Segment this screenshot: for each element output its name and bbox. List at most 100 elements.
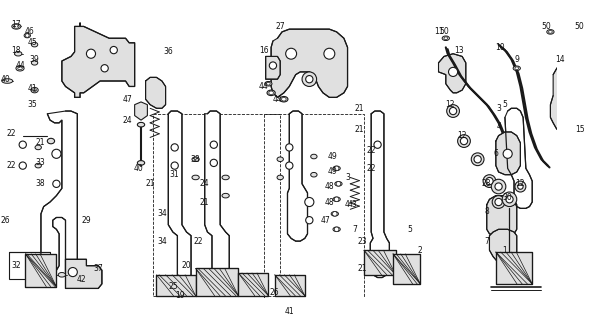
Circle shape [305,197,314,207]
Ellipse shape [35,163,42,168]
Ellipse shape [13,25,19,28]
Text: 48: 48 [324,197,334,206]
Polygon shape [496,132,520,175]
Bar [589,114,612,141]
Ellipse shape [311,154,317,159]
Polygon shape [487,196,517,236]
Text: 17: 17 [12,20,21,29]
Ellipse shape [47,138,54,144]
Circle shape [332,212,337,216]
Text: 19: 19 [175,291,185,300]
Text: 40: 40 [1,75,10,84]
Ellipse shape [547,30,554,34]
Text: 21: 21 [35,138,45,148]
Ellipse shape [222,193,230,198]
Polygon shape [393,254,420,284]
Text: 5: 5 [502,100,507,109]
Circle shape [483,175,496,188]
Text: 3: 3 [496,104,501,113]
Text: 33: 33 [35,158,45,167]
Bar [9,252,50,279]
Circle shape [515,181,526,192]
Text: 50: 50 [575,22,584,31]
Circle shape [305,217,313,224]
Circle shape [471,153,484,166]
Text: 15: 15 [576,125,585,134]
Text: 9: 9 [514,55,519,64]
Text: 43: 43 [348,200,358,209]
Text: 50: 50 [541,22,551,31]
Text: 25: 25 [168,282,177,291]
Ellipse shape [15,52,22,56]
Polygon shape [135,102,147,120]
Text: 50: 50 [439,28,449,36]
Text: 13: 13 [455,45,465,55]
Circle shape [324,48,335,59]
Ellipse shape [269,91,274,95]
Circle shape [210,141,217,148]
Text: 40: 40 [133,164,143,173]
Text: 3: 3 [345,173,350,182]
Text: 48: 48 [324,182,334,191]
Text: 27: 27 [275,22,285,31]
Circle shape [449,108,457,115]
Text: 34: 34 [157,209,167,218]
Ellipse shape [265,82,272,86]
Text: 11: 11 [434,28,443,36]
Text: 22: 22 [367,146,376,155]
Text: 18: 18 [12,45,21,55]
Text: 2: 2 [418,246,423,255]
Ellipse shape [267,90,275,96]
Bar [153,114,280,296]
Text: 42: 42 [77,275,87,284]
Circle shape [502,192,517,207]
Ellipse shape [192,157,200,162]
Text: 21: 21 [146,179,155,188]
Bar [264,114,364,298]
Ellipse shape [24,33,31,38]
Circle shape [286,48,297,59]
Circle shape [447,105,460,117]
Circle shape [101,65,108,72]
Text: 21: 21 [200,197,209,206]
Ellipse shape [577,30,584,34]
Circle shape [495,183,502,190]
Ellipse shape [267,82,271,85]
Text: 26: 26 [270,289,280,298]
Ellipse shape [31,42,38,47]
Circle shape [503,149,512,158]
Ellipse shape [444,37,447,40]
Text: 34: 34 [157,236,167,246]
Ellipse shape [2,79,13,83]
Polygon shape [550,61,584,129]
Circle shape [518,184,523,189]
Ellipse shape [18,67,22,70]
Text: 22: 22 [367,164,376,173]
Polygon shape [439,54,466,93]
Text: 37: 37 [94,264,103,273]
Text: 12: 12 [457,131,467,140]
Text: 4: 4 [345,200,350,209]
Circle shape [561,90,572,101]
Ellipse shape [137,161,144,165]
Text: 49: 49 [327,167,337,177]
Circle shape [286,162,293,169]
Polygon shape [370,111,389,277]
Ellipse shape [58,273,65,277]
Ellipse shape [35,145,42,150]
Text: 41: 41 [285,307,294,316]
Circle shape [495,198,502,206]
Text: 44: 44 [15,61,25,70]
Ellipse shape [12,24,21,29]
Text: 44: 44 [272,95,282,104]
Text: 8: 8 [484,207,489,216]
Text: 7: 7 [484,236,489,246]
Polygon shape [65,259,102,288]
Polygon shape [238,273,269,296]
Polygon shape [505,108,532,208]
Circle shape [486,178,493,185]
Text: 38: 38 [191,155,200,164]
Circle shape [334,197,339,202]
Circle shape [68,268,77,276]
Text: 21: 21 [354,125,364,134]
